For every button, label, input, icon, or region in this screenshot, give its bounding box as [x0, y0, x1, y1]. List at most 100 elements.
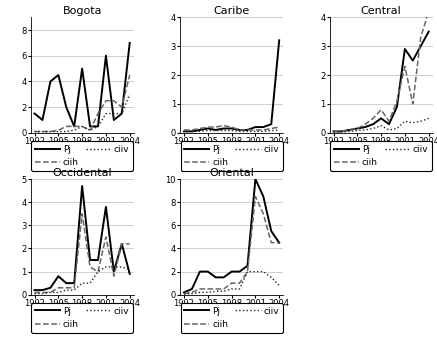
ciiv [32, 291, 37, 295]
ciih [80, 212, 85, 216]
ciih [87, 128, 93, 132]
Line: ciih: ciih [184, 196, 279, 293]
Pj [197, 128, 202, 132]
ciiv [111, 111, 117, 116]
ciiv [56, 129, 61, 133]
Pj [386, 122, 392, 126]
ciiv [103, 111, 108, 116]
Pj [237, 128, 242, 132]
Pj [355, 127, 360, 131]
ciih [221, 123, 226, 128]
Pj [363, 125, 368, 129]
ciiv [72, 288, 77, 292]
ciiv [229, 287, 234, 291]
ciih [48, 290, 53, 294]
ciih [229, 125, 234, 129]
Pj [80, 66, 85, 71]
Pj [72, 281, 77, 285]
Pj [213, 128, 218, 132]
Line: ciih: ciih [35, 75, 130, 131]
ciiv [339, 130, 344, 134]
Line: Pj: Pj [35, 43, 130, 126]
ciih [197, 287, 202, 291]
Line: ciiv: ciiv [35, 267, 130, 293]
Title: Caribe: Caribe [214, 7, 250, 17]
Line: Pj: Pj [35, 186, 130, 290]
Pj [229, 127, 234, 131]
Line: ciih: ciih [35, 214, 130, 292]
Pj [40, 288, 45, 292]
Pj [127, 272, 132, 276]
ciih [119, 242, 125, 246]
ciiv [64, 129, 69, 133]
ciih [103, 99, 108, 103]
ciih [245, 270, 250, 274]
ciiv [410, 121, 416, 125]
Pj [205, 127, 211, 131]
ciih [80, 124, 85, 128]
ciih [253, 128, 258, 132]
ciih [56, 286, 61, 290]
ciiv [269, 128, 274, 132]
ciih [245, 128, 250, 132]
Line: Pj: Pj [333, 32, 429, 131]
ciih [410, 102, 416, 106]
ciiv [111, 265, 117, 269]
Line: ciih: ciih [333, 11, 429, 131]
ciih [229, 281, 234, 285]
Line: ciiv: ciiv [333, 118, 429, 132]
ciih [189, 290, 194, 294]
ciih [40, 290, 45, 294]
X-axis label: Año: Año [222, 309, 241, 319]
ciiv [347, 129, 352, 133]
ciiv [197, 129, 202, 133]
Pj [111, 118, 117, 122]
ciih [394, 99, 399, 103]
Line: Pj: Pj [184, 40, 279, 131]
Pj [339, 129, 344, 133]
Pj [269, 229, 274, 233]
Line: ciiv: ciiv [184, 272, 279, 294]
Legend: Pj, ciih, ciiv: Pj, ciih, ciiv [180, 303, 283, 333]
Title: Bogota: Bogota [62, 7, 102, 17]
Pj [245, 128, 250, 132]
ciiv [181, 292, 187, 296]
ciih [347, 128, 352, 132]
ciiv [80, 281, 85, 285]
ciiv [426, 116, 431, 120]
Pj [245, 264, 250, 268]
Pj [205, 270, 211, 274]
ciih [261, 128, 266, 132]
ciih [72, 124, 77, 128]
ciih [237, 281, 242, 285]
ciih [95, 111, 101, 116]
Pj [95, 258, 101, 262]
ciih [119, 105, 125, 109]
ciih [64, 286, 69, 290]
ciih [56, 128, 61, 132]
ciiv [87, 128, 93, 132]
ciiv [197, 290, 202, 294]
ciih [87, 265, 93, 269]
ciiv [48, 129, 53, 133]
ciih [386, 119, 392, 123]
ciiv [48, 290, 53, 294]
ciiv [418, 119, 423, 123]
ciih [213, 125, 218, 129]
Pj [331, 129, 336, 133]
ciih [95, 270, 101, 274]
ciiv [261, 270, 266, 274]
ciih [181, 128, 187, 132]
ciiv [331, 130, 336, 134]
Pj [87, 258, 93, 262]
Pj [410, 58, 416, 63]
Pj [32, 288, 37, 292]
ciiv [253, 129, 258, 133]
ciiv [189, 129, 194, 133]
ciiv [229, 128, 234, 132]
Pj [103, 54, 108, 58]
ciih [261, 212, 266, 216]
Pj [221, 275, 226, 279]
Pj [237, 270, 242, 274]
Pj [189, 129, 194, 133]
